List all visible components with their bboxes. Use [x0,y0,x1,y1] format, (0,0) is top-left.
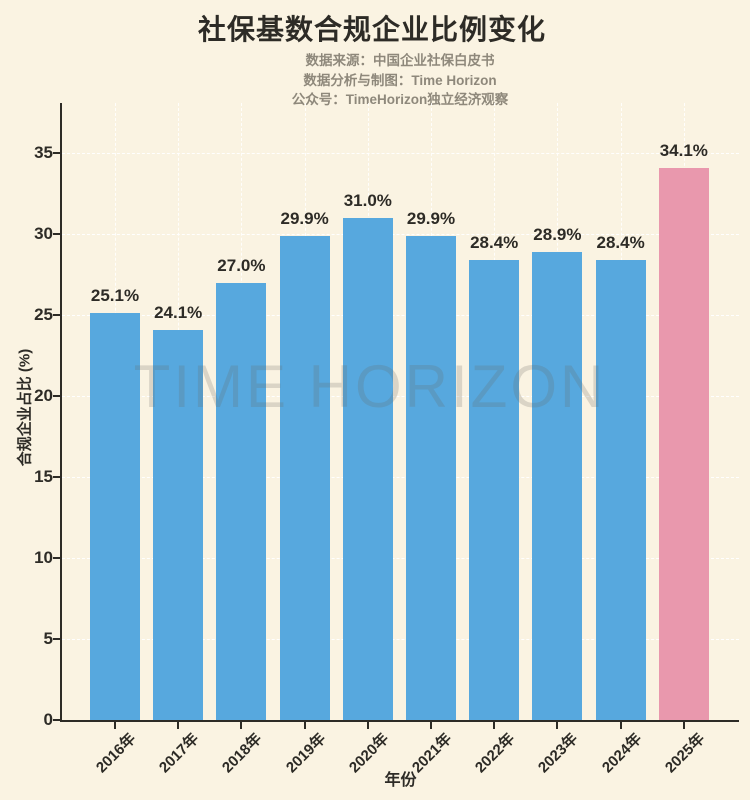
y-tick-mark [53,314,61,316]
y-tick-mark [53,476,61,478]
y-tick-mark [53,638,61,640]
x-tick-mark [556,722,559,729]
x-tick-mark [493,722,496,729]
chart-subtitle: 数据来源：中国企业社保白皮书 数据分析与制图：Time Horizon 公众号：… [50,51,750,110]
y-tick-label: 35 [34,143,53,162]
y-tick-mark [53,557,61,559]
y-tick-label: 10 [34,548,53,567]
x-tick-mark [177,722,180,729]
x-axis-spine [60,720,739,722]
chart-title: 社保基数合规企业比例变化 [197,14,546,45]
bar [90,313,140,720]
x-tick-mark [240,722,243,729]
h-gridline [62,315,739,316]
bar-value-label: 28.4% [470,232,519,252]
h-gridline [62,396,739,397]
bar [469,259,520,720]
bar-value-label: 24.1% [154,302,203,322]
bar [342,217,393,720]
bar [532,251,583,720]
subtitle-line-account: 公众号：TimeHorizon独立经济观察 [291,92,509,107]
bar-value-label: 29.9% [406,208,456,228]
y-tick-mark [53,233,61,235]
subtitle-line-author: 数据分析与制图：Time Horizon [303,72,497,88]
bar [153,329,204,720]
bar [279,235,330,720]
bar-value-label: 34.1% [659,140,708,160]
y-tick-label: 15 [34,467,53,486]
bar-highlight [658,167,709,720]
bar-value-label: 25.1% [90,286,140,306]
x-tick-mark [303,722,306,729]
y-tick-label: 20 [34,386,53,405]
y-tick-label: 0 [43,710,53,729]
bar [595,259,646,720]
y-tick-label: 30 [34,224,53,243]
bar-value-label: 28.9% [533,224,582,244]
y-tick-label: 5 [43,629,53,648]
h-gridline [62,639,739,640]
x-tick-mark [430,722,432,729]
bar-value-label: 31.0% [343,190,392,210]
y-tick-label: 25 [34,305,53,324]
x-tick-mark [682,722,685,729]
y-tick-mark [53,719,61,721]
bar-value-label: 28.4% [596,232,645,252]
h-gridline [62,234,739,235]
x-axis-label: 年份 [384,772,417,789]
subtitle-line-source: 数据来源：中国企业社保白皮书 [305,53,495,68]
y-tick-mark [53,152,61,154]
h-gridline [62,153,739,154]
x-tick-mark [619,722,622,729]
x-tick-mark [114,722,116,729]
h-gridline [62,477,739,478]
bar-value-label: 27.0% [217,255,266,275]
h-gridline [62,558,739,559]
bar [216,282,267,720]
y-axis-spine [60,103,62,722]
bar-value-label: 29.9% [280,208,329,228]
bar [406,235,456,720]
y-axis-label: 合规企业占比 (%) [16,348,34,467]
y-tick-mark [53,395,61,397]
x-tick-mark [366,722,369,729]
